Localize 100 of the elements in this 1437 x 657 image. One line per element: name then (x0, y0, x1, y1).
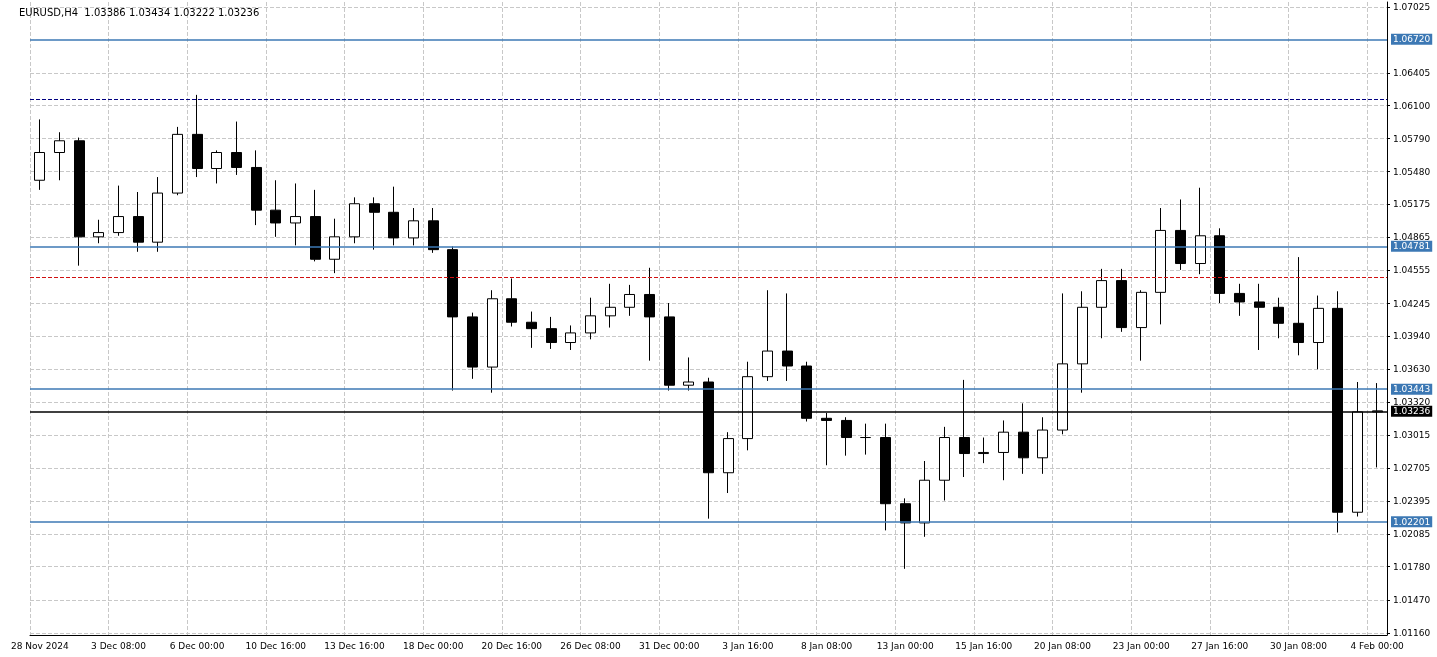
y-tick-label: 1.02085 (1393, 529, 1431, 540)
x-tick-label: 28 Nov 2024 (11, 640, 69, 651)
candlestick (900, 497, 911, 570)
candlestick (329, 218, 340, 274)
candlestick (74, 137, 85, 267)
candlestick (1077, 290, 1088, 394)
candlestick (841, 416, 852, 457)
y-tick-label: 1.01160 (1393, 627, 1431, 638)
x-tick-label: 15 Jan 16:00 (955, 640, 1013, 651)
ref-line-label: 1.03443 (1393, 384, 1431, 395)
candlestick (624, 284, 635, 317)
y-tick-label: 1.07025 (1393, 1, 1431, 12)
x-tick-label: 10 Dec 16:00 (245, 640, 307, 651)
x-tick-label: 27 Jan 16:00 (1191, 640, 1249, 651)
x-tick-label: 26 Dec 08:00 (560, 640, 622, 651)
candlestick (565, 324, 576, 351)
candlestick (605, 283, 616, 329)
candlestick (349, 196, 360, 244)
candlestick (919, 460, 930, 538)
candlestick (880, 423, 891, 531)
y-tick-label: 1.04245 (1393, 298, 1431, 309)
chart-title: EURUSD,H4 1.03386 1.03434 1.03222 1.03236 (19, 6, 260, 18)
y-tick-label: 1.01470 (1393, 594, 1431, 605)
candlestick (1116, 268, 1127, 333)
candlestick (1273, 297, 1284, 339)
candlestick (408, 207, 419, 246)
x-tick-label: 6 Dec 00:00 (169, 640, 225, 651)
x-tick-label: 13 Jan 00:00 (876, 640, 934, 651)
candlestick (369, 196, 380, 251)
candlestick (1096, 268, 1107, 339)
candlestick (860, 423, 871, 456)
candlestick (172, 126, 183, 196)
candlestick (1037, 416, 1048, 475)
ref-line-label: 1.02201 (1393, 516, 1431, 527)
candlestick (310, 189, 321, 262)
candlestick (998, 419, 1009, 481)
candlestick (939, 426, 950, 501)
candlestick (762, 289, 773, 382)
candlestick (388, 186, 399, 246)
candlestick (290, 182, 301, 246)
x-tick-label: 8 Jan 08:00 (800, 640, 853, 651)
y-tick-label: 1.05790 (1393, 133, 1431, 144)
candlestick (467, 312, 478, 380)
candlestick (1214, 227, 1225, 304)
x-tick-label: 4 Feb 00:00 (1350, 640, 1405, 651)
y-tick-label: 1.04555 (1393, 265, 1431, 276)
y-tick-label: 1.05480 (1393, 166, 1431, 177)
candlestick (113, 185, 124, 237)
candlestick (1136, 289, 1147, 362)
x-tick-label: 30 Jan 08:00 (1270, 640, 1328, 651)
candlestick (546, 316, 557, 350)
candlestick (664, 302, 675, 392)
candlestick (133, 191, 144, 253)
candlestick (54, 131, 65, 181)
ref-line-label: 1.03236 (1393, 406, 1431, 417)
x-tick-label: 23 Jan 00:00 (1112, 640, 1170, 651)
y-tick-label: 1.02395 (1393, 496, 1431, 507)
candlestick (723, 431, 734, 494)
x-tick-label: 20 Dec 16:00 (481, 640, 543, 651)
x-tick-label: 31 Dec 00:00 (638, 640, 700, 651)
candlestick (585, 297, 596, 340)
y-tick-label: 1.06405 (1393, 67, 1431, 78)
candlestick (428, 207, 439, 254)
candlestick (34, 118, 45, 191)
candlestick (1195, 187, 1206, 275)
ref-line-label: 1.04781 (1393, 241, 1431, 252)
candlestick (192, 94, 203, 178)
y-tick-label: 1.03630 (1393, 364, 1431, 375)
candlestick (1234, 283, 1245, 317)
x-tick-label: 3 Jan 16:00 (722, 640, 774, 651)
candlestick (270, 179, 281, 238)
x-tick-label: 18 Dec 00:00 (402, 640, 464, 651)
y-tick-label: 1.03320 (1393, 397, 1431, 408)
x-tick-label: 13 Dec 16:00 (324, 640, 386, 651)
candlestick (1254, 283, 1265, 351)
candlestick (231, 121, 242, 176)
candlestick (978, 437, 989, 464)
candlestick (1293, 256, 1304, 356)
y-tick-label: 1.05175 (1393, 199, 1431, 210)
y-tick-label: 1.04865 (1393, 232, 1431, 243)
candlestick (211, 149, 222, 184)
x-tick-label: 20 Jan 08:00 (1034, 640, 1092, 651)
candlestick (1155, 207, 1166, 325)
y-tick-label: 1.02705 (1393, 462, 1431, 473)
x-tick-label: 3 Dec 08:00 (91, 640, 147, 651)
candlestick (506, 277, 517, 328)
ref-line-label: 1.06720 (1393, 34, 1431, 45)
y-tick-label: 1.03015 (1393, 429, 1431, 440)
candlestick (93, 219, 104, 244)
y-tick-label: 1.01780 (1393, 561, 1431, 572)
candlestick (487, 289, 498, 394)
candlestick (251, 149, 262, 226)
candlestick (1175, 198, 1186, 271)
candlestick (152, 176, 163, 253)
candlestick (683, 356, 694, 392)
candlestick (1313, 295, 1324, 370)
candlestick (447, 245, 458, 392)
candlestick (526, 311, 537, 349)
candlestick (644, 267, 655, 362)
y-tick-label: 1.06100 (1393, 100, 1431, 111)
